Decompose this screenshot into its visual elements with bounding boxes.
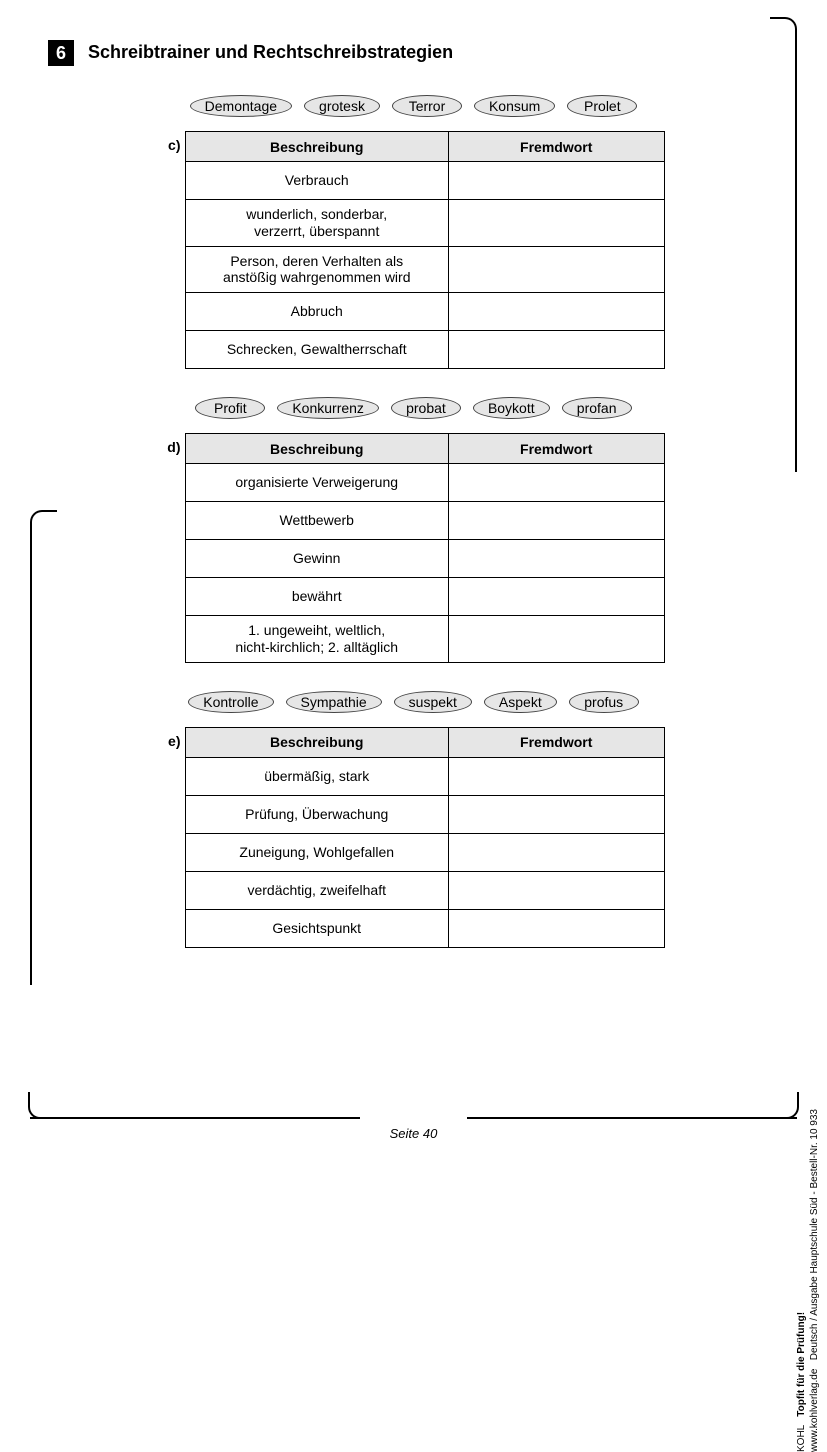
word-pill: Boykott bbox=[473, 397, 550, 419]
page-title: Schreibtrainer und Rechtschreibstrategie… bbox=[88, 42, 453, 63]
description-cell: Verbrauch bbox=[185, 162, 448, 200]
word-pill: Kontrolle bbox=[188, 691, 273, 713]
exercise-table-e: Beschreibung Fremdwort übermäßig, stark … bbox=[185, 727, 665, 948]
section-label-e: e) bbox=[163, 727, 185, 749]
word-pill: suspekt bbox=[394, 691, 472, 713]
answer-cell[interactable] bbox=[448, 578, 664, 616]
word-pill: probat bbox=[391, 397, 461, 419]
description-cell: Schrecken, Gewaltherrschaft bbox=[185, 331, 448, 369]
decoration-left bbox=[30, 535, 52, 985]
description-cell: organisierte Verweigerung bbox=[185, 464, 448, 502]
exercise-table-d: Beschreibung Fremdwort organisierte Verw… bbox=[185, 433, 665, 663]
word-pill: Prolet bbox=[567, 95, 637, 117]
section-label-c: c) bbox=[163, 131, 185, 153]
column-header-fremdwort: Fremdwort bbox=[448, 434, 664, 464]
page-number: Seite 40 bbox=[0, 1126, 827, 1141]
answer-cell[interactable] bbox=[448, 795, 664, 833]
word-pill: Profit bbox=[195, 397, 265, 419]
section-label-d: d) bbox=[163, 433, 185, 455]
section-number-box: 6 bbox=[48, 40, 74, 66]
section-number: 6 bbox=[56, 43, 66, 64]
answer-cell[interactable] bbox=[448, 162, 664, 200]
answer-cell[interactable] bbox=[448, 833, 664, 871]
exercise-table-c: Beschreibung Fremdwort Verbrauch wunderl… bbox=[185, 131, 665, 369]
word-pill: Terror bbox=[392, 95, 462, 117]
side-credits: KOHL Topfit für die Prüfung! www.kohlver… bbox=[795, 1109, 821, 1452]
answer-cell[interactable] bbox=[448, 502, 664, 540]
description-cell: bewährt bbox=[185, 578, 448, 616]
description-cell: Zuneigung, Wohlgefallen bbox=[185, 833, 448, 871]
word-pill: profus bbox=[569, 691, 639, 713]
answer-cell[interactable] bbox=[448, 293, 664, 331]
word-pill: Demontage bbox=[190, 95, 292, 117]
column-header-beschreibung: Beschreibung bbox=[185, 132, 448, 162]
column-header-beschreibung: Beschreibung bbox=[185, 434, 448, 464]
description-cell: übermäßig, stark bbox=[185, 757, 448, 795]
exercise-section-e: Kontrolle Sympathie suspekt Aspekt profu… bbox=[80, 691, 747, 948]
description-cell: Gewinn bbox=[185, 540, 448, 578]
word-pill: Konsum bbox=[474, 95, 555, 117]
answer-cell[interactable] bbox=[448, 871, 664, 909]
word-pills-d: Profit Konkurrenz probat Boykott profan bbox=[80, 397, 747, 419]
description-cell: Wettbewerb bbox=[185, 502, 448, 540]
word-pill: profan bbox=[562, 397, 632, 419]
word-pills-c: Demontage grotesk Terror Konsum Prolet bbox=[80, 95, 747, 117]
word-pill: Aspekt bbox=[484, 691, 557, 713]
publisher-logo-text: KOHL bbox=[796, 1425, 807, 1452]
book-title: Topfit für die Prüfung! bbox=[796, 1312, 807, 1417]
column-header-beschreibung: Beschreibung bbox=[185, 727, 448, 757]
exercise-section-c: Demontage grotesk Terror Konsum Prolet c… bbox=[80, 95, 747, 369]
answer-cell[interactable] bbox=[448, 616, 664, 663]
description-cell: 1. ungeweiht, weltlich,nicht-kirchlich; … bbox=[185, 616, 448, 663]
description-cell: Prüfung, Überwachung bbox=[185, 795, 448, 833]
word-pills-e: Kontrolle Sympathie suspekt Aspekt profu… bbox=[80, 691, 747, 713]
description-cell: Person, deren Verhalten alsanstößig wahr… bbox=[185, 246, 448, 293]
description-cell: Abbruch bbox=[185, 293, 448, 331]
exercise-section-d: Profit Konkurrenz probat Boykott profan … bbox=[80, 397, 747, 663]
decoration-bottom-left bbox=[30, 1117, 360, 1119]
word-pill: Sympathie bbox=[286, 691, 382, 713]
answer-cell[interactable] bbox=[448, 464, 664, 502]
answer-cell[interactable] bbox=[448, 246, 664, 293]
word-pill: Konkurrenz bbox=[277, 397, 379, 419]
answer-cell[interactable] bbox=[448, 909, 664, 947]
publisher-url: www.kohlverlag.de bbox=[809, 1369, 820, 1452]
answer-cell[interactable] bbox=[448, 757, 664, 795]
description-cell: verdächtig, zweifelhaft bbox=[185, 871, 448, 909]
decoration-top-right bbox=[775, 42, 797, 472]
word-pill: grotesk bbox=[304, 95, 380, 117]
answer-cell[interactable] bbox=[448, 331, 664, 369]
answer-cell[interactable] bbox=[448, 540, 664, 578]
column-header-fremdwort: Fremdwort bbox=[448, 727, 664, 757]
decoration-bottom-right bbox=[467, 1117, 797, 1119]
book-edition: Deutsch / Ausgabe Hauptschule Süd - Best… bbox=[809, 1109, 820, 1360]
content-area: Demontage grotesk Terror Konsum Prolet c… bbox=[80, 95, 747, 976]
answer-cell[interactable] bbox=[448, 200, 664, 247]
description-cell: Gesichtspunkt bbox=[185, 909, 448, 947]
description-cell: wunderlich, sonderbar,verzerrt, überspan… bbox=[185, 200, 448, 247]
column-header-fremdwort: Fremdwort bbox=[448, 132, 664, 162]
